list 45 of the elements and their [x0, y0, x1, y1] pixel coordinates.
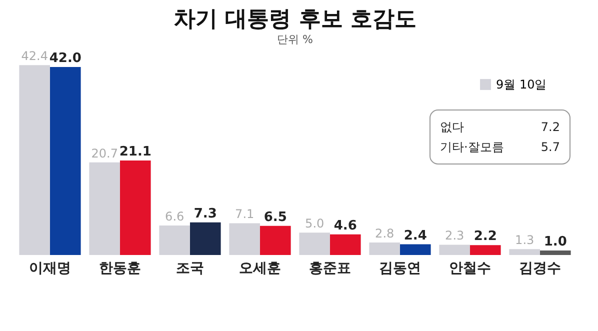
bar — [19, 65, 50, 255]
data-label: 2.2 — [474, 229, 497, 244]
data-label: 2.8 — [375, 226, 394, 240]
bar — [229, 223, 260, 255]
bar — [439, 244, 470, 255]
text: 없다 7.2 — [440, 120, 560, 134]
data-label: 42.4 — [21, 49, 48, 64]
x-tick-label: 김동연 — [379, 260, 421, 276]
bar — [190, 222, 221, 255]
bar — [540, 250, 571, 255]
legend-label: 9월 10일 — [496, 78, 547, 92]
bar — [369, 242, 400, 255]
data-label: 2.4 — [404, 228, 427, 244]
data-label: 7.1 — [235, 207, 254, 222]
bar — [50, 66, 81, 255]
x-tick-label: 조국 — [176, 260, 204, 276]
bar — [509, 249, 540, 255]
x-tick-label: 안철수 — [449, 260, 491, 276]
x-tick-label: 오세훈 — [239, 260, 281, 276]
x-tick-label: 홍준표 — [309, 260, 351, 276]
data-label: 5.0 — [305, 216, 324, 231]
data-label: 6.6 — [165, 209, 184, 224]
data-label: 1.0 — [544, 234, 567, 250]
bar — [470, 245, 501, 255]
x-tick-label: 이재명 — [29, 260, 71, 276]
bar — [159, 225, 190, 255]
bar — [260, 226, 291, 255]
data-label: 4.6 — [334, 218, 357, 234]
chart-subtitle: 단위 % — [277, 33, 313, 46]
data-label: 21.1 — [119, 144, 152, 160]
bar — [299, 232, 330, 255]
data-label: 42.0 — [49, 50, 82, 66]
bar — [89, 162, 120, 255]
bar — [120, 160, 151, 255]
chart-title: 차기 대통령 후보 호감도 — [174, 7, 416, 32]
x-tick-label: 한동훈 — [99, 260, 141, 276]
x-tick-label: 김경수 — [519, 260, 561, 276]
data-label: 1.3 — [515, 233, 534, 248]
text: 기타·잘모름 5.7 — [440, 140, 560, 154]
data-label: 7.3 — [194, 206, 217, 222]
data-label: 6.5 — [264, 210, 287, 225]
bar — [400, 244, 431, 255]
data-label: 2.3 — [445, 228, 464, 243]
data-label: 20.7 — [91, 146, 118, 160]
bar — [330, 234, 361, 255]
